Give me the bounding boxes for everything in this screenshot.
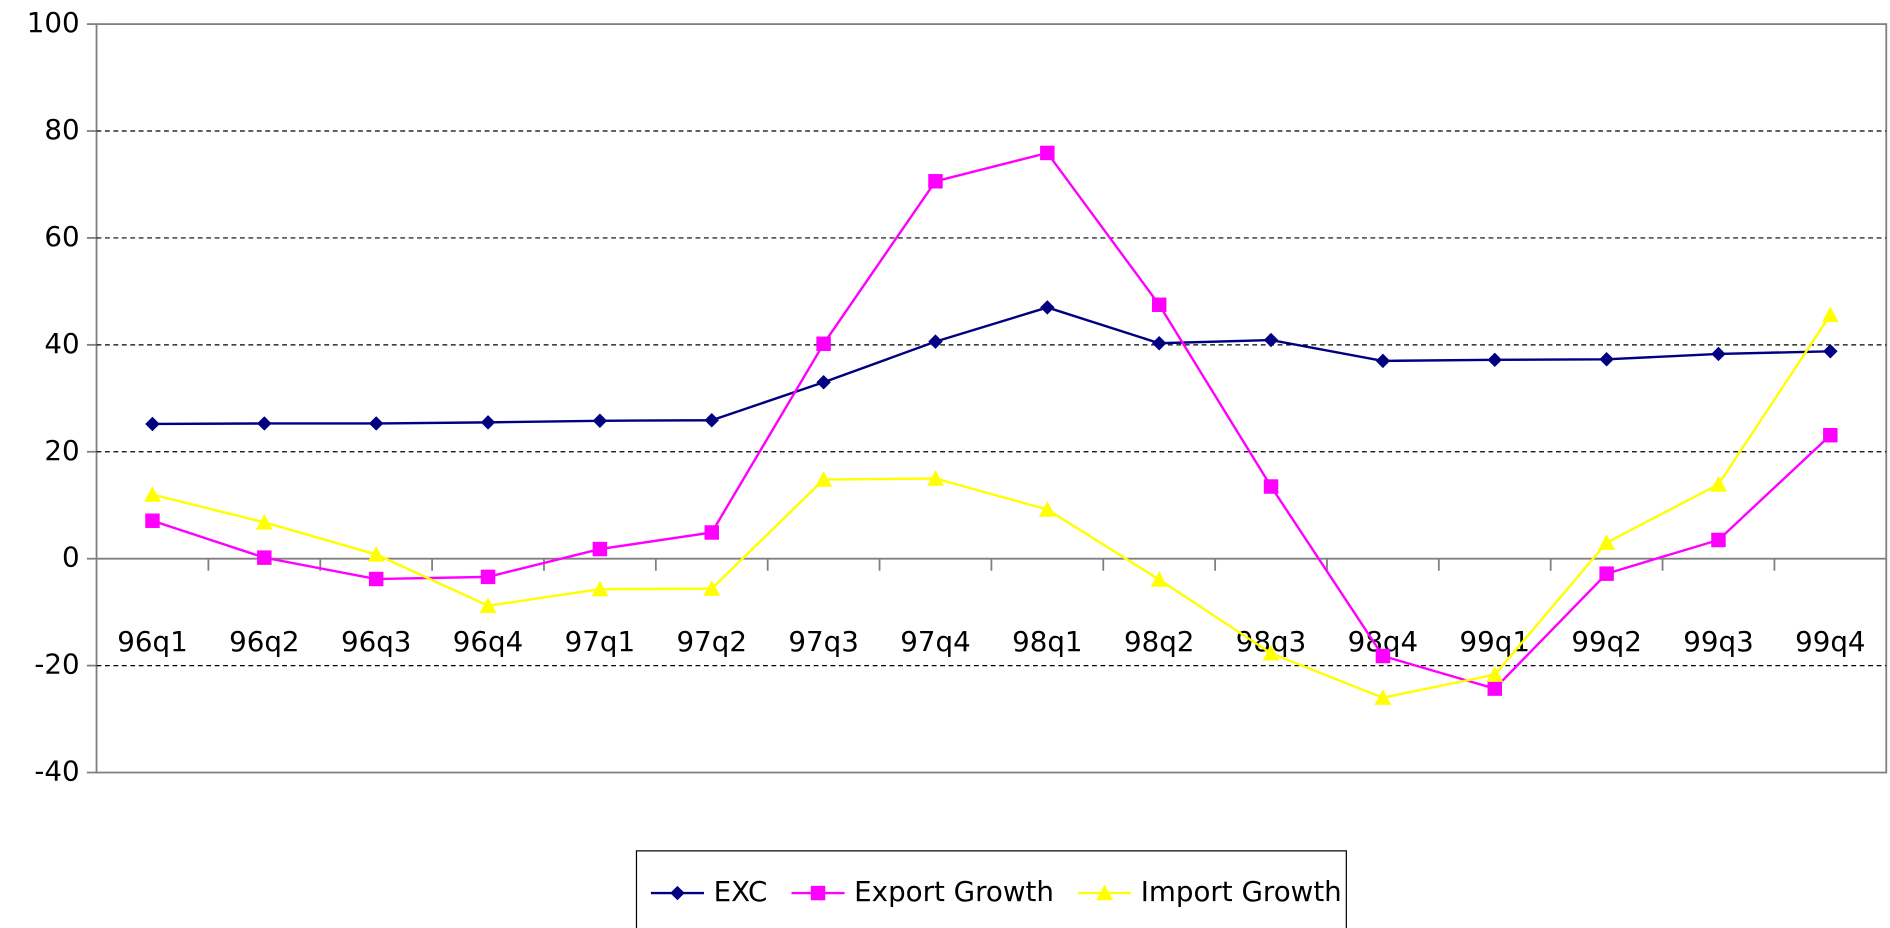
data-point [255, 513, 273, 530]
x-tick-label: 96q3 [341, 625, 411, 658]
data-point [257, 416, 272, 431]
x-tick-label: 99q3 [1683, 625, 1753, 658]
data-point [1151, 297, 1167, 312]
data-point [1040, 300, 1055, 315]
data-point [145, 513, 160, 528]
data-point [1150, 571, 1168, 587]
y-tick-label: 40 [44, 327, 79, 360]
x-tick-label: 99q1 [1460, 625, 1530, 658]
data-point [816, 375, 831, 390]
data-point [592, 541, 608, 557]
x-tick-label: 98q1 [1012, 625, 1082, 658]
series-line [152, 151, 1832, 690]
data-point [368, 416, 384, 431]
data-point [927, 470, 944, 486]
y-tick-label: 100 [27, 6, 80, 39]
data-point [1487, 681, 1502, 696]
legend-label: EXC [714, 875, 768, 908]
series-line [152, 306, 1831, 426]
y-tick-label: 0 [62, 541, 80, 574]
data-point [145, 416, 160, 432]
x-tick-label: 97q1 [565, 625, 635, 658]
legend-label: Export Growth [854, 875, 1054, 908]
data-point [703, 580, 721, 596]
series-line [152, 314, 1832, 699]
y-tick-label: -20 [34, 648, 79, 681]
data-point [144, 486, 161, 502]
data-point [368, 571, 384, 587]
legend-marker [810, 885, 826, 901]
x-tick-label: 96q1 [117, 625, 187, 658]
data-point [1262, 644, 1280, 661]
data-point [367, 545, 385, 562]
data-point [704, 413, 719, 428]
data-point [1599, 566, 1614, 581]
data-point [928, 174, 943, 189]
data-point [1374, 689, 1392, 705]
data-point [1263, 479, 1279, 494]
data-point [1263, 332, 1279, 348]
y-tick-label: 20 [44, 434, 79, 467]
data-point [816, 336, 831, 352]
x-tick-label: 99q2 [1571, 625, 1641, 658]
x-tick-label: 97q4 [900, 625, 970, 658]
data-point [479, 597, 497, 613]
data-point [1823, 427, 1838, 443]
data-point [1823, 344, 1838, 359]
legend-label: Import Growth [1141, 875, 1342, 908]
y-tick-label: 60 [44, 220, 79, 253]
data-point [1821, 306, 1839, 323]
data-point [1486, 666, 1504, 682]
data-point [591, 580, 609, 597]
legend-box [635, 850, 1347, 928]
plot-area [95, 23, 1888, 774]
data-point [704, 525, 719, 540]
data-point [257, 550, 272, 565]
data-point [1040, 145, 1055, 161]
data-point [1710, 475, 1727, 492]
x-tick-label: 98q2 [1124, 625, 1194, 658]
legend-marker [1096, 884, 1114, 901]
y-tick-label: 80 [44, 113, 79, 146]
data-point [1711, 346, 1726, 362]
data-point [480, 415, 496, 430]
data-point [1598, 534, 1616, 550]
x-tick-label: 96q4 [453, 625, 523, 658]
x-tick-label: 97q3 [788, 625, 858, 658]
data-point [815, 471, 833, 487]
data-point [1038, 501, 1056, 517]
data-point [480, 569, 496, 585]
data-point [1599, 352, 1614, 367]
x-tick-label: 99q4 [1795, 625, 1865, 658]
data-point [1375, 353, 1391, 369]
data-point [592, 413, 608, 429]
legend-marker [670, 885, 685, 901]
y-tick-label: -40 [34, 755, 79, 788]
data-point [1375, 648, 1391, 664]
x-tick-label: 97q2 [677, 625, 747, 658]
x-tick-label: 96q2 [229, 625, 299, 658]
data-point [1487, 352, 1502, 368]
data-point [1711, 532, 1726, 548]
data-point [1151, 336, 1167, 351]
data-point [928, 334, 943, 349]
